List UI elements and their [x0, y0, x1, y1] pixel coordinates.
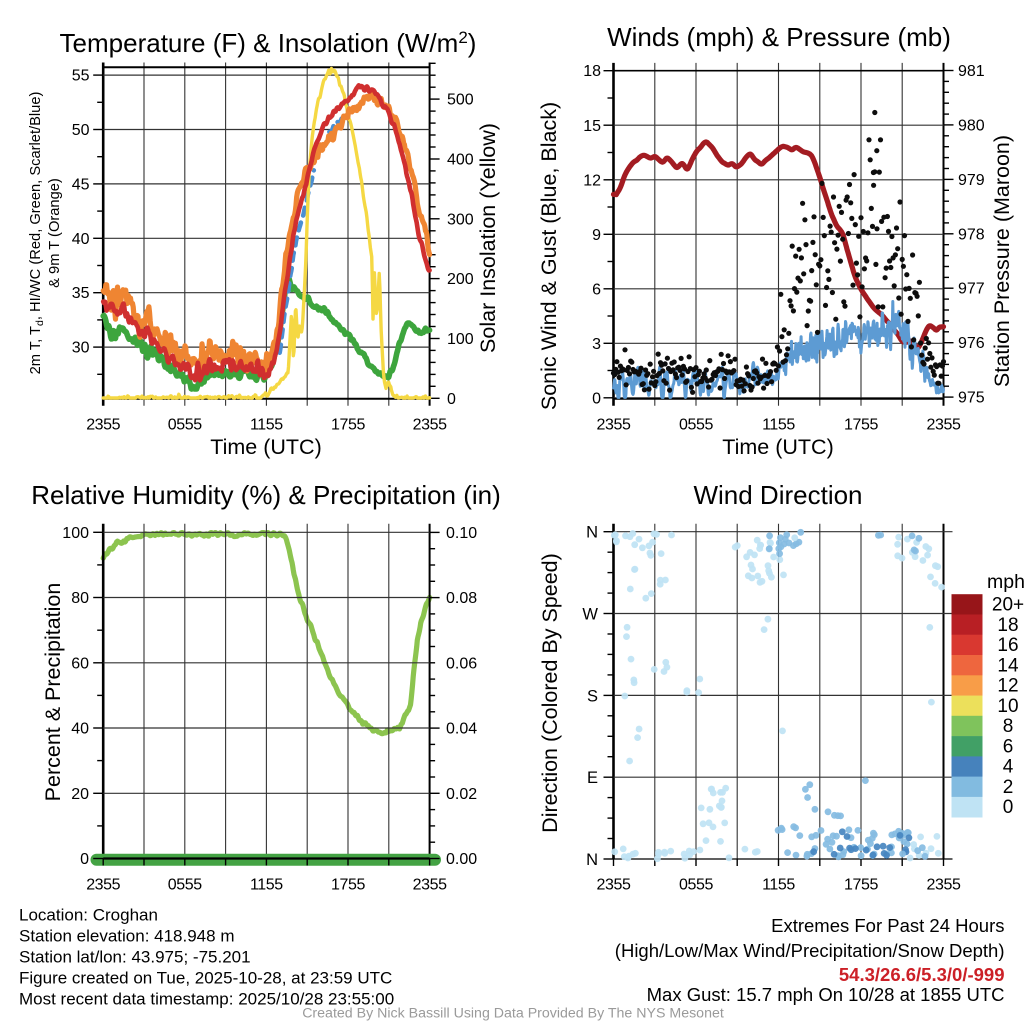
svg-text:1155: 1155 — [762, 877, 795, 894]
svg-text:Extremes For Past 24 Hours: Extremes For Past 24 Hours — [771, 915, 1004, 936]
svg-text:975: 975 — [958, 390, 985, 407]
svg-text:0: 0 — [1003, 797, 1014, 818]
svg-text:400: 400 — [447, 151, 474, 168]
svg-text:40: 40 — [71, 721, 89, 738]
svg-text:Location: Croghan: Location: Croghan — [19, 906, 158, 925]
svg-text:10: 10 — [997, 696, 1018, 717]
svg-text:(High/Low/Max Wind/Precipitati: (High/Low/Max Wind/Precipitation/Snow De… — [615, 940, 1005, 961]
svg-text:0555: 0555 — [168, 417, 202, 434]
svg-text:1755: 1755 — [331, 417, 365, 434]
svg-text:3: 3 — [592, 336, 601, 353]
svg-text:0.04: 0.04 — [446, 721, 477, 738]
svg-text:978: 978 — [958, 226, 985, 243]
svg-text:W: W — [582, 606, 598, 624]
svg-text:0: 0 — [592, 390, 601, 407]
svg-text:0: 0 — [447, 391, 456, 408]
svg-text:Most recent data timestamp: 20: Most recent data timestamp: 2025/10/28 2… — [19, 990, 394, 1009]
svg-text:1155: 1155 — [250, 417, 283, 434]
svg-text:2: 2 — [1003, 777, 1014, 798]
svg-text:16: 16 — [997, 635, 1018, 656]
svg-text:100: 100 — [62, 525, 89, 542]
svg-text:Sonic Wind & Gust (Blue, Black: Sonic Wind & Gust (Blue, Black) — [537, 102, 561, 410]
svg-text:55: 55 — [72, 68, 90, 85]
svg-text:2355: 2355 — [597, 417, 631, 434]
svg-text:45: 45 — [72, 176, 90, 193]
svg-text:Relative Humidity (%) & Precip: Relative Humidity (%) & Precipitation (i… — [31, 480, 501, 510]
svg-text:Created By Nick Bassill Using: Created By Nick Bassill Using Data Provi… — [302, 1006, 724, 1022]
svg-text:2m T, Td, HI/WC (Red, Green, S: 2m T, Td, HI/WC (Red, Green, Scarlet/Blu… — [28, 92, 46, 375]
svg-text:60: 60 — [71, 655, 89, 672]
svg-text:981: 981 — [958, 63, 985, 80]
svg-text:40: 40 — [72, 231, 90, 248]
svg-text:100: 100 — [447, 331, 474, 348]
svg-text:977: 977 — [958, 281, 985, 298]
svg-text:9: 9 — [592, 227, 601, 244]
svg-text:2355: 2355 — [86, 877, 120, 894]
svg-text:500: 500 — [447, 92, 474, 109]
svg-text:6: 6 — [1003, 736, 1014, 757]
svg-text:Direction (Colored By Speed): Direction (Colored By Speed) — [538, 553, 562, 833]
svg-text:18: 18 — [583, 63, 601, 80]
svg-text:Wind Direction: Wind Direction — [693, 480, 862, 510]
svg-text:80: 80 — [71, 590, 89, 607]
svg-text:4: 4 — [1003, 757, 1014, 778]
svg-text:mph: mph — [987, 571, 1024, 593]
svg-text:2355: 2355 — [413, 417, 447, 434]
svg-text:S: S — [587, 687, 598, 705]
svg-text:12: 12 — [583, 172, 601, 189]
svg-text:1755: 1755 — [844, 417, 878, 434]
svg-text:54.3/26.6/5.3/0/-999: 54.3/26.6/5.3/0/-999 — [839, 964, 1005, 985]
svg-text:N: N — [586, 851, 598, 869]
svg-text:Figure created on Tue, 2025-10: Figure created on Tue, 2025-10-28, at 23… — [19, 969, 392, 988]
svg-text:20+: 20+ — [992, 595, 1024, 616]
svg-text:30: 30 — [72, 340, 90, 357]
svg-text:6: 6 — [592, 281, 601, 298]
svg-text:200: 200 — [447, 271, 474, 288]
svg-text:15: 15 — [583, 118, 601, 135]
svg-text:E: E — [587, 769, 598, 787]
svg-text:8: 8 — [1003, 716, 1014, 737]
svg-text:1755: 1755 — [844, 877, 878, 894]
svg-text:980: 980 — [958, 117, 985, 134]
svg-text:2355: 2355 — [927, 417, 961, 434]
svg-text:0: 0 — [80, 851, 89, 868]
svg-text:0.10: 0.10 — [446, 525, 477, 542]
svg-text:0555: 0555 — [679, 417, 713, 434]
svg-text:0.00: 0.00 — [446, 851, 477, 868]
svg-text:2355: 2355 — [86, 417, 120, 434]
svg-text:1755: 1755 — [331, 877, 365, 894]
svg-text:Max Gust: 15.7 mph On 10/28 at: Max Gust: 15.7 mph On 10/28 at 1855 UTC — [647, 984, 1005, 1005]
svg-text:1155: 1155 — [250, 877, 283, 894]
svg-text:Winds (mph) & Pressure (mb): Winds (mph) & Pressure (mb) — [607, 22, 951, 52]
svg-text:1155: 1155 — [762, 417, 795, 434]
svg-text:N: N — [586, 524, 598, 542]
svg-text:35: 35 — [72, 285, 90, 302]
svg-text:Percent & Precipitation: Percent & Precipitation — [41, 583, 65, 802]
svg-text:0.08: 0.08 — [446, 590, 477, 607]
svg-text:300: 300 — [447, 211, 474, 228]
svg-text:18: 18 — [997, 615, 1018, 636]
svg-text:50: 50 — [72, 122, 90, 139]
svg-text:979: 979 — [958, 172, 985, 189]
svg-text:Time (UTC): Time (UTC) — [722, 435, 833, 459]
svg-text:0555: 0555 — [168, 877, 202, 894]
svg-text:Station Pressure (Maroon): Station Pressure (Maroon) — [990, 135, 1014, 387]
svg-text:2355: 2355 — [413, 877, 447, 894]
svg-text:Temperature (F) & Insolation (: Temperature (F) & Insolation (W/m2) — [60, 28, 477, 58]
svg-text:Station lat/lon: 43.975; -75.2: Station lat/lon: 43.975; -75.201 — [19, 948, 251, 967]
svg-text:& 9m T (Orange): & 9m T (Orange) — [47, 178, 63, 288]
svg-text:0.06: 0.06 — [446, 655, 477, 672]
svg-text:Time (UTC): Time (UTC) — [210, 435, 321, 459]
svg-text:0555: 0555 — [679, 877, 713, 894]
svg-text:0.02: 0.02 — [446, 786, 477, 803]
svg-text:Solar Insolation (Yellow): Solar Insolation (Yellow) — [476, 123, 500, 353]
svg-text:2355: 2355 — [927, 877, 961, 894]
svg-text:Station elevation: 418.948 m: Station elevation: 418.948 m — [19, 927, 234, 946]
svg-text:14: 14 — [997, 655, 1019, 676]
svg-text:976: 976 — [958, 335, 985, 352]
svg-text:2355: 2355 — [597, 877, 631, 894]
svg-text:20: 20 — [71, 786, 89, 803]
svg-text:12: 12 — [997, 676, 1018, 697]
